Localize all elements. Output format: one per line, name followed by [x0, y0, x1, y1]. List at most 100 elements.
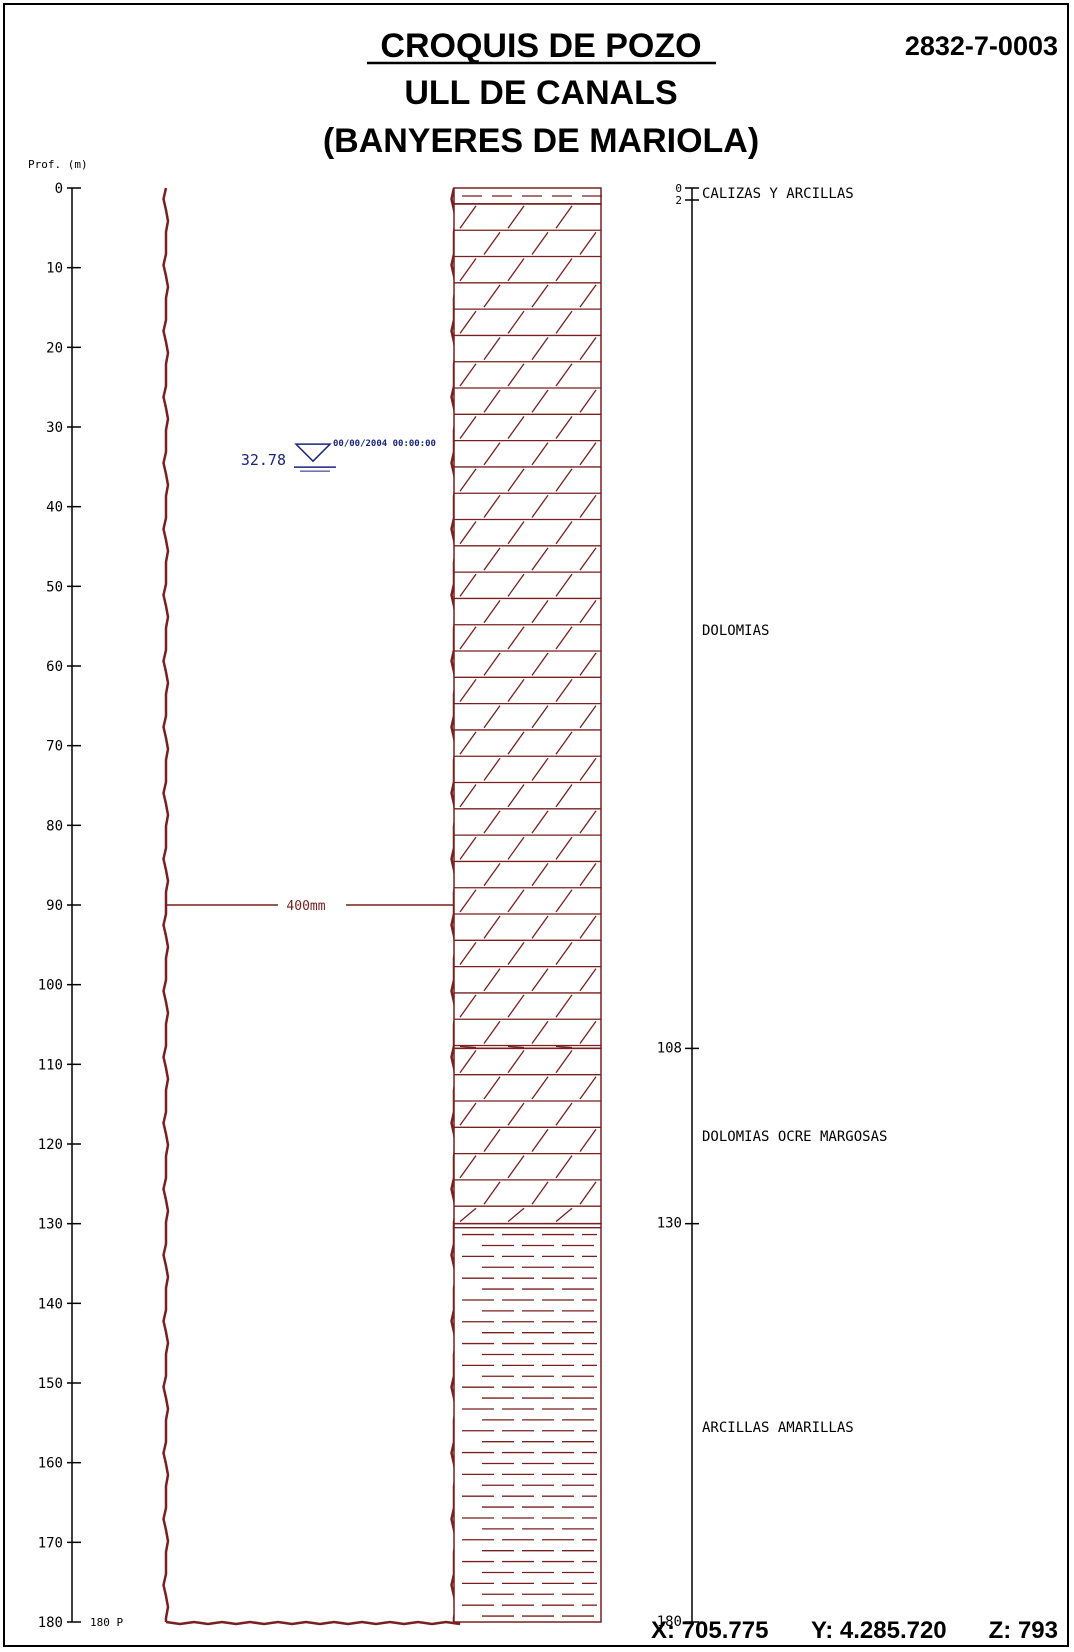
dolomite-slash: [459, 889, 477, 913]
depth-tick-label: 130: [38, 1217, 63, 1233]
coord-x: X: 705.775: [651, 1617, 768, 1644]
dolomite-slash: [579, 915, 597, 939]
depth-tick-label: 110: [38, 1057, 63, 1073]
dolomite-slash: [531, 1076, 549, 1100]
dolomite-slash: [459, 205, 477, 229]
dolomite-slash: [555, 1050, 573, 1074]
depth-tick-label: 150: [38, 1376, 63, 1392]
dolomite-slash: [507, 784, 525, 808]
dolomite-slash: [555, 784, 573, 808]
lithology-layer-box: [453, 1222, 602, 1623]
lithology-layer: [453, 203, 602, 1050]
dolomite-slash: [459, 731, 477, 755]
dolomite-slash: [483, 231, 501, 255]
dolomite-slash: [483, 337, 501, 361]
dolomite-slash: [555, 731, 573, 755]
lithology-tick-label: 2: [675, 194, 682, 207]
dolomite-slash: [579, 863, 597, 887]
dolomite-slash: [507, 836, 525, 860]
dolomite-slash: [483, 284, 501, 308]
dolomite-slash: [459, 994, 477, 1018]
depth-tick-label: 100: [38, 978, 63, 994]
dolomite-slash: [459, 1207, 477, 1223]
coord-z: Z: 793: [989, 1617, 1058, 1644]
dolomite-slash: [579, 231, 597, 255]
dolomite-slash: [579, 1181, 597, 1205]
dolomite-slash: [579, 1020, 597, 1044]
dolomite-slash: [531, 284, 549, 308]
dolomite-slash: [531, 1020, 549, 1044]
lithology-label: DOLOMIAS: [702, 623, 769, 639]
lithology-scale: 02 108 130 180 CALIZAS Y ARCILLAS DOLOMIAS DOL…: [657, 182, 888, 1630]
lithology-column: [453, 187, 602, 1623]
dolomite-slash: [483, 1181, 501, 1205]
dolomite-slash: [483, 968, 501, 992]
dolomite-slash: [459, 836, 477, 860]
dolomite-slash: [507, 1207, 525, 1223]
dolomite-slash: [555, 626, 573, 650]
dolomite-slash: [531, 494, 549, 518]
dolomite-slash: [531, 1128, 549, 1152]
dolomite-slash: [507, 258, 525, 282]
dolomite-slash: [579, 600, 597, 624]
title-line-3: (BANYERES DE MARIOLA): [323, 122, 759, 160]
dolomite-slash: [483, 652, 501, 676]
depth-tick-label: 30: [46, 420, 63, 436]
title-line-1: CROQUIS DE POZO: [380, 27, 701, 65]
depth-tick-label: 40: [46, 500, 63, 516]
dolomite-slash: [507, 1102, 525, 1126]
depth-axis: 0 10 20 30 40 50 60 70 80 90 100 110 120 130 140 150 160…: [38, 181, 124, 1631]
dolomite-slash: [579, 652, 597, 676]
dolomite-slash: [579, 442, 597, 466]
dolomite-slash: [531, 231, 549, 255]
dolomite-slash: [555, 678, 573, 703]
dolomite-slash: [555, 363, 573, 387]
dolomite-slash: [507, 889, 525, 913]
dolomite-slash: [555, 889, 573, 913]
dolomite-slash: [483, 494, 501, 518]
dolomite-slash: [555, 310, 573, 334]
dolomite-slash: [531, 442, 549, 466]
dolomite-slash: [459, 310, 477, 334]
dolomite-slash: [459, 678, 477, 703]
dolomite-slash: [579, 389, 597, 413]
dolomite-slash: [483, 1076, 501, 1100]
dolomite-slash: [579, 810, 597, 834]
water-level-marker: 32.78 00/00/2004 00:00:00: [241, 439, 436, 472]
dolomite-slash: [555, 415, 573, 440]
lithology-tick-label: 180: [657, 1614, 682, 1630]
dolomite-slash: [507, 205, 525, 229]
dolomite-slash: [531, 547, 549, 571]
dolomite-slash: [483, 1128, 501, 1152]
dolomite-slash: [483, 863, 501, 887]
dolomite-slash: [579, 757, 597, 781]
dolomite-slash: [459, 1050, 477, 1074]
dolomite-slash: [531, 863, 549, 887]
dolomite-slash: [531, 810, 549, 834]
depth-axis-label: Prof. (m): [28, 158, 88, 171]
dolomite-slash: [483, 547, 501, 571]
depth-tick-label: 90: [46, 898, 63, 914]
dolomite-slash: [507, 1045, 525, 1049]
dolomite-slash: [507, 468, 525, 492]
title-line-2: ULL DE CANALS: [404, 74, 677, 112]
dolomite-slash: [507, 310, 525, 334]
lithology-tick-label: 0: [675, 182, 682, 195]
dolomite-slash: [507, 994, 525, 1018]
dolomite-slash: [555, 1155, 573, 1179]
depth-end-label: 180 P: [90, 1616, 123, 1629]
dolomite-slash: [507, 941, 525, 966]
depth-tick-label: 160: [38, 1456, 63, 1472]
dolomite-slash: [507, 626, 525, 650]
dolomite-slash: [459, 573, 477, 597]
coord-y: Y: 4.285.720: [811, 1617, 947, 1644]
dolomite-slash: [555, 1102, 573, 1126]
dolomite-slash: [531, 600, 549, 624]
dolomite-slash: [555, 1207, 573, 1223]
dolomite-slash: [531, 337, 549, 361]
dolomite-slash: [459, 468, 477, 492]
dolomite-slash: [555, 941, 573, 966]
dolomite-slash: [555, 521, 573, 545]
dolomite-slash: [459, 258, 477, 282]
